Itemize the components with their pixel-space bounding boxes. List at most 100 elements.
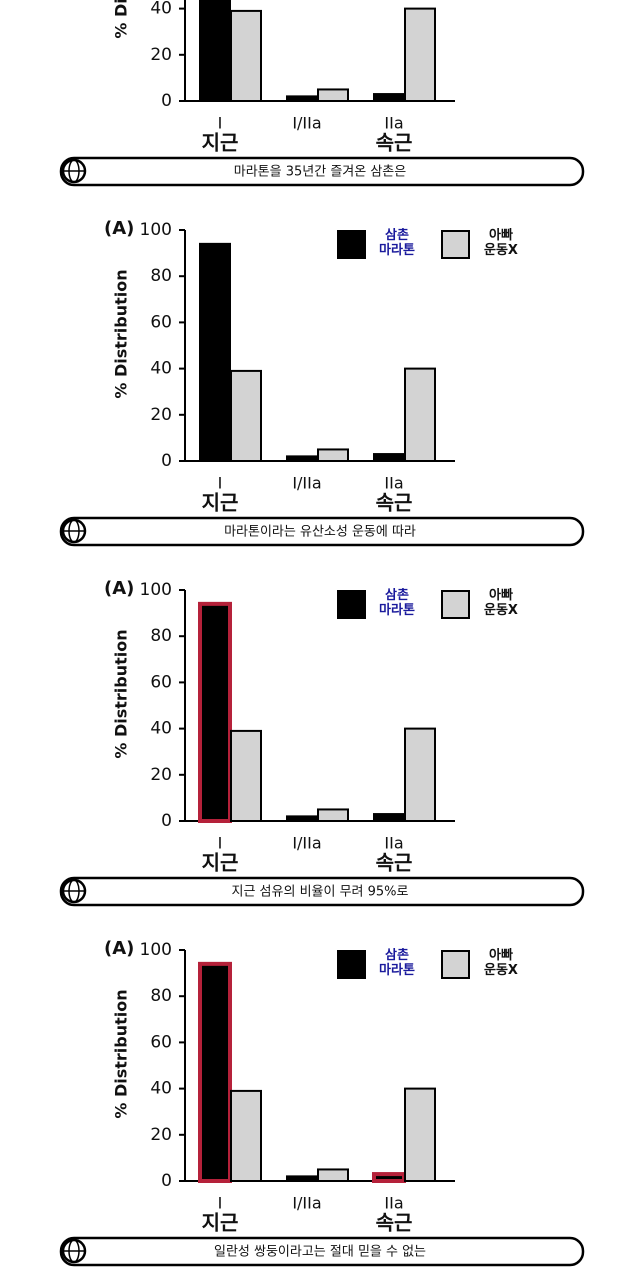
x-tick-label: I (218, 834, 223, 853)
x-tick-label: I/IIa (292, 834, 321, 853)
legend-label: 삼촌 마라톤 (379, 228, 415, 258)
y-tick-label: 80 (150, 626, 172, 646)
y-tick-label: 0 (161, 91, 172, 111)
y-axis-label: % Distribution (112, 0, 131, 39)
bar (404, 367, 436, 463)
legend-label-box: 아빠 운동X (484, 588, 518, 618)
bar (230, 9, 262, 102)
y-tick-label: 80 (150, 986, 172, 1006)
bar (372, 1172, 406, 1184)
bar (404, 1087, 436, 1183)
y-tick-label: 20 (150, 45, 172, 65)
legend-label: 삼촌 마라톤 (379, 588, 415, 618)
bar (199, 0, 231, 102)
x-sub-label: 지근 (202, 1211, 239, 1235)
y-tick-label: 80 (150, 266, 172, 286)
legend-swatch (337, 950, 366, 979)
bar (317, 88, 349, 103)
legend-swatch (337, 230, 366, 259)
y-tick-label: 40 (150, 359, 172, 379)
y-tick-label: 40 (150, 0, 172, 19)
y-tick-label: 60 (150, 312, 172, 332)
x-sub-label: 지근 (202, 491, 239, 515)
x-sub-label: 속근 (376, 1211, 413, 1235)
caption-bar (59, 156, 585, 187)
legend-swatch (441, 230, 470, 259)
bar (404, 727, 436, 823)
y-tick-label: 40 (150, 719, 172, 739)
y-tick-label: 100 (140, 220, 172, 240)
x-tick-label: IIa (384, 1194, 403, 1213)
bar (317, 1168, 349, 1183)
x-tick-label: I/IIa (292, 474, 321, 493)
x-sub-label: 속근 (376, 851, 413, 875)
y-tick-label: 100 (140, 580, 172, 600)
legend-label: 삼촌 마라톤 (379, 948, 415, 978)
y-tick-label: 20 (150, 405, 172, 425)
x-tick-label: I (218, 114, 223, 133)
chart-panel: (A) % Distribution 0 20 40 60 80 100 I지근 I/IIa IIa… (59, 938, 585, 1267)
legend-label-box: 삼촌 마라톤 (379, 228, 415, 258)
x-sub-label: 속근 (376, 131, 413, 155)
y-tick-label: 0 (161, 451, 172, 471)
bar (230, 369, 262, 462)
legend-label: 아빠 운동X (484, 228, 518, 258)
legend-label: 아빠 운동X (484, 948, 518, 978)
chart-panel: (A)% Distribution020406080100I지근I/IIaIIa… (59, 0, 585, 187)
legend-label-box: 아빠 운동X (484, 228, 518, 258)
bar (286, 815, 318, 823)
x-sub-label: 지근 (202, 851, 239, 875)
caption-bar (59, 516, 585, 547)
bar (198, 601, 232, 823)
bar (286, 455, 318, 463)
bar (230, 1089, 262, 1182)
x-tick-label: IIa (384, 834, 403, 853)
bar (230, 729, 262, 822)
bar (198, 961, 232, 1183)
y-tick-label: 0 (161, 811, 172, 831)
legend-label-box: 삼촌 마라톤 (379, 588, 415, 618)
bar (286, 95, 318, 103)
caption: 지근 섬유의 비율이 무려 95%로 (232, 885, 409, 900)
legend-swatch (441, 950, 470, 979)
panel-label: (A) (104, 938, 134, 959)
caption-bar (59, 1236, 585, 1267)
x-sub-label: 지근 (202, 131, 239, 155)
bar (286, 1175, 318, 1183)
x-tick-label: I/IIa (292, 1194, 321, 1213)
x-sub-label: 속근 (376, 491, 413, 515)
y-tick-label: 60 (150, 1032, 172, 1052)
y-axis-label: % Distribution (112, 269, 131, 398)
y-tick-label: 40 (150, 1079, 172, 1099)
bar (404, 7, 436, 103)
y-tick-label: 100 (140, 940, 172, 960)
panel-label: (A) (104, 218, 134, 239)
x-tick-label: I/IIa (292, 114, 321, 133)
legend-label: 아빠 운동X (484, 588, 518, 618)
caption: 마라톤이라는 유산소성 운동에 따라 (224, 525, 416, 540)
bar (199, 242, 231, 462)
y-tick-label: 20 (150, 765, 172, 785)
legend-swatch (441, 590, 470, 619)
caption: 일란성 쌍둥이라고는 절대 믿을 수 없는 (214, 1245, 426, 1260)
legend-swatch (337, 590, 366, 619)
y-axis-label: % Distribution (112, 989, 131, 1118)
x-tick-label: IIa (384, 114, 403, 133)
legend-label-box: 삼촌 마라톤 (379, 948, 415, 978)
bar (373, 813, 405, 823)
panel-label: (A) (104, 578, 134, 599)
y-tick-label: 0 (161, 1171, 172, 1191)
y-tick-label: 60 (150, 672, 172, 692)
bar (373, 93, 405, 103)
caption-bar (59, 876, 585, 907)
x-tick-label: I (218, 1194, 223, 1213)
caption: 마라톤을 35년간 즐겨온 삼촌은 (234, 165, 406, 180)
bar (373, 453, 405, 463)
y-tick-label: 20 (150, 1125, 172, 1145)
legend-label-box: 아빠 운동X (484, 948, 518, 978)
chart-panel: (A) % Distribution 0 20 40 60 80 100 I지근 I/IIa IIa… (59, 578, 585, 907)
y-axis-label: % Distribution (112, 629, 131, 758)
